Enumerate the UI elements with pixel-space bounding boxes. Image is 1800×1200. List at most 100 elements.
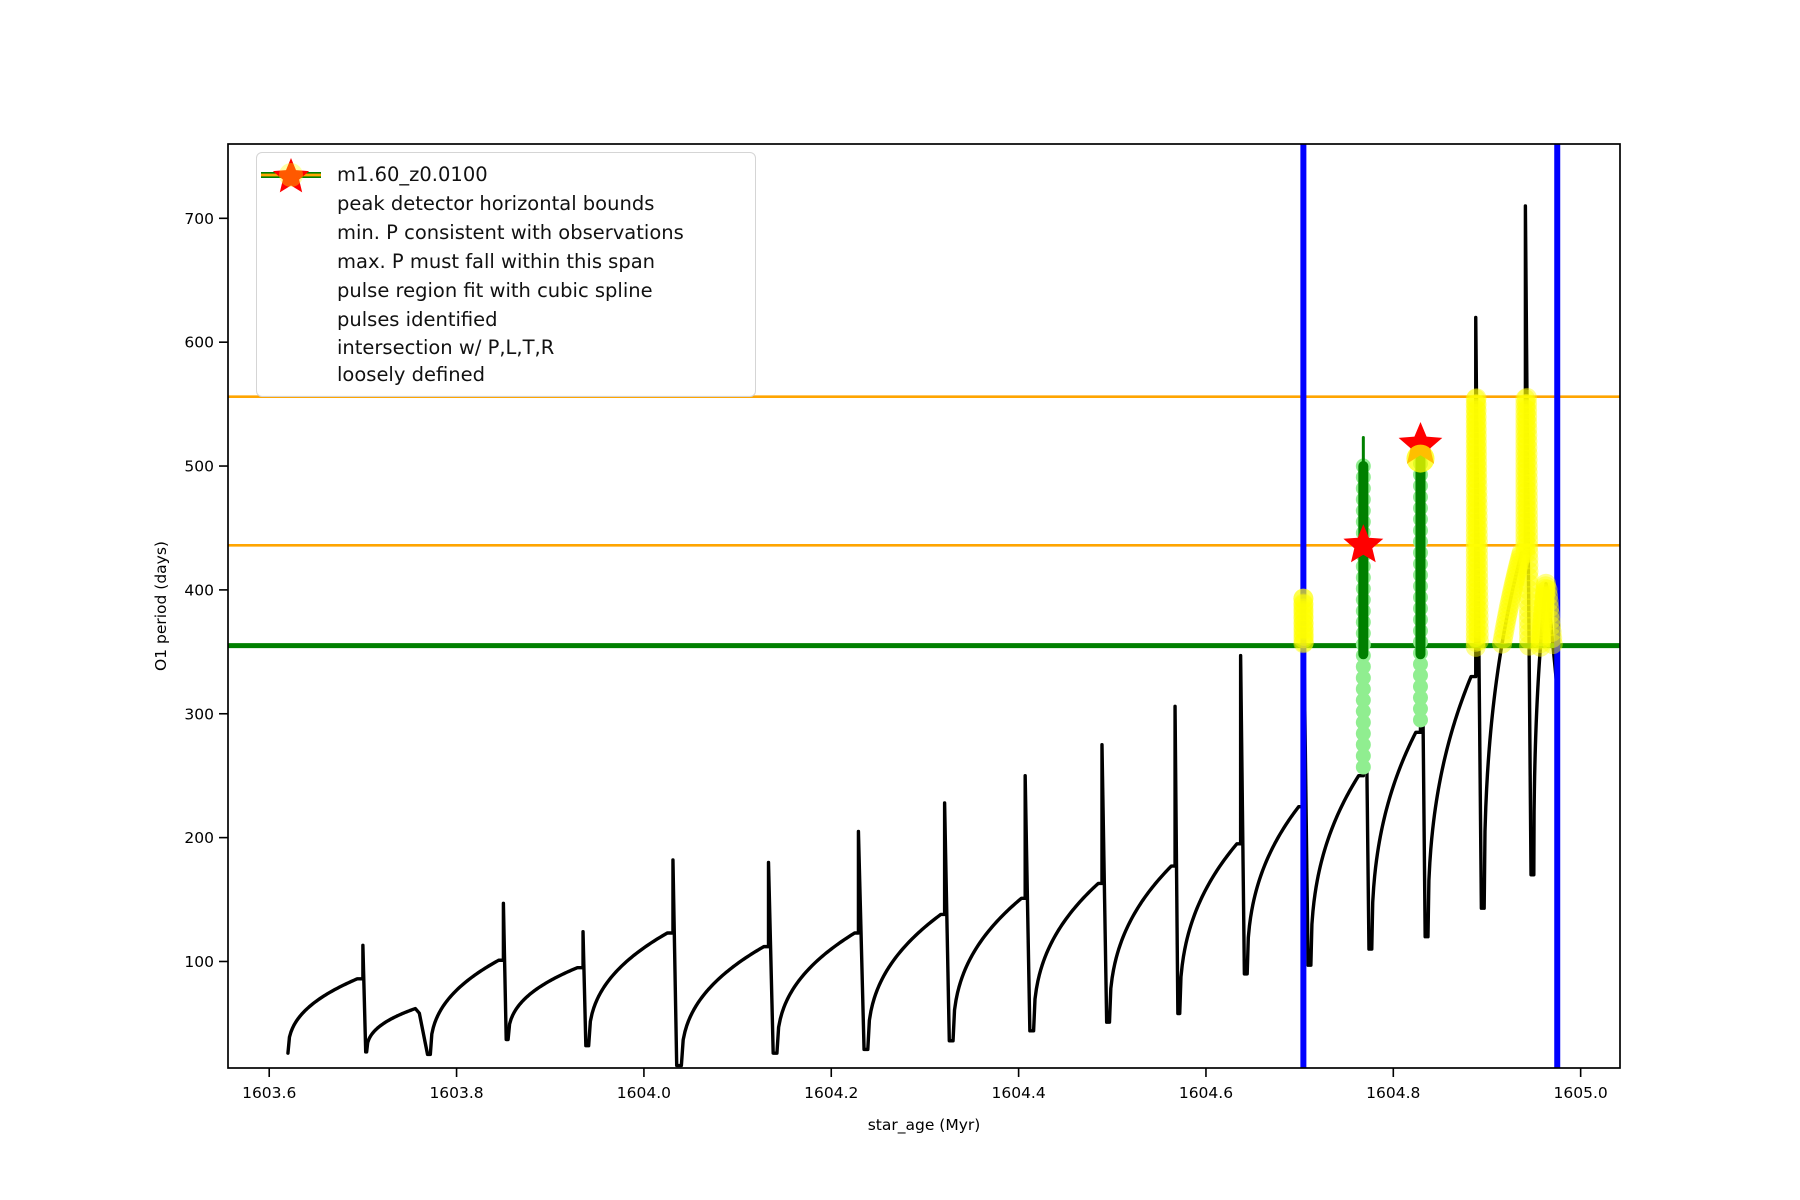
intersection-dot — [1515, 478, 1536, 499]
intersection-dot — [1515, 498, 1536, 519]
intersection-dot — [1465, 413, 1486, 434]
intersection-dot — [1500, 590, 1521, 611]
intersection-dot — [1515, 483, 1536, 504]
legend-item: intersection w/ P,L,T,R loosely defined — [269, 163, 745, 388]
intersection-dot — [1494, 619, 1515, 640]
intersection-dot — [1518, 536, 1539, 557]
intersection-dot — [1541, 622, 1562, 643]
intersection-dot — [1465, 552, 1486, 573]
intersection-dot — [1517, 449, 1538, 470]
pulse-region-dot — [1355, 748, 1371, 764]
intersection-dot — [1515, 493, 1536, 514]
intersection-dot — [1517, 456, 1538, 477]
intersection-dot — [1515, 468, 1536, 489]
intersection-dot — [1465, 473, 1486, 494]
intersection-dot — [1468, 593, 1489, 614]
intersection-dot — [1533, 595, 1554, 616]
intersection-dot — [1515, 433, 1536, 454]
pulse-region-dot — [1355, 659, 1371, 675]
intersection-dot — [1467, 506, 1488, 527]
intersection-dot — [1493, 624, 1514, 645]
intersection-dot — [1465, 399, 1486, 420]
legend-item-label: pulses identified — [337, 308, 498, 331]
intersection-dot — [1517, 474, 1538, 495]
x-tick-label: 1604.2 — [804, 1084, 858, 1102]
legend-item-label: max. P must fall within this span — [337, 250, 656, 273]
intersection-dot — [1468, 581, 1489, 602]
intersection-dot — [1515, 517, 1536, 538]
intersection-dot — [1518, 579, 1539, 600]
intersection-dot — [1502, 579, 1523, 600]
intersection-dot — [1467, 450, 1488, 471]
intersection-dot — [1515, 423, 1536, 444]
intersection-dot — [1501, 583, 1522, 604]
intersection-dot — [1467, 462, 1488, 483]
intersection-dot — [1519, 635, 1540, 656]
intersection-dot — [1515, 408, 1536, 429]
intersection-dot — [1530, 636, 1551, 657]
intersection-dot — [1465, 483, 1486, 504]
intersection-dot — [1465, 458, 1486, 479]
intersection-dot — [1293, 598, 1314, 619]
intersection-dot — [1293, 603, 1314, 624]
legend-item: peak detector horizontal bounds — [261, 172, 745, 218]
intersection-dot — [1293, 619, 1314, 640]
pulse-region-dot — [1355, 759, 1371, 775]
intersection-dot — [1465, 592, 1486, 613]
intersection-dot — [1465, 622, 1486, 643]
series-line-m1.60_z0.0100 — [286, 204, 1558, 1068]
intersection-dot — [1540, 609, 1561, 630]
intersection-dot — [1468, 549, 1489, 570]
intersection-dot — [1465, 537, 1486, 558]
intersection-dot — [1515, 488, 1536, 509]
intersection-dot — [1468, 605, 1489, 626]
intersection-dot — [1466, 438, 1487, 459]
intersection-dot — [1465, 493, 1486, 514]
intersection-dot — [1465, 428, 1486, 449]
intersection-dot — [1465, 617, 1486, 638]
x-tick-label: 1605.0 — [1554, 1084, 1608, 1102]
intersection-dot — [1518, 555, 1539, 576]
intersection-dot — [1518, 586, 1539, 607]
pulse-region-dot — [1355, 692, 1371, 708]
intersection-dot — [1468, 568, 1489, 589]
intersection-dot — [1496, 606, 1517, 627]
intersection-dot — [1518, 524, 1539, 545]
y-tick-label: 500 — [184, 458, 214, 476]
intersection-dot — [1496, 610, 1517, 631]
intersection-dot — [1468, 624, 1489, 645]
pulse-region-dot — [1355, 681, 1371, 697]
intersection-dot — [1518, 610, 1539, 631]
intersection-dot — [1465, 438, 1486, 459]
intersection-dot — [1515, 473, 1536, 494]
intersection-dot — [1510, 549, 1531, 570]
intersection-dot — [1465, 488, 1486, 509]
legend-item: max. P must fall within this span — [261, 173, 745, 276]
intersection-dot — [1515, 503, 1536, 524]
intersection-dot — [1532, 609, 1553, 630]
pulse-region-dot — [1412, 712, 1428, 728]
y-tick-label: 700 — [184, 210, 214, 228]
intersection-dot — [1468, 612, 1489, 633]
x-tick-label: 1604.0 — [617, 1084, 671, 1102]
intersection-dot — [1541, 615, 1562, 636]
intersection-dot — [1533, 600, 1554, 621]
intersection-dot — [1467, 475, 1488, 496]
intersection-dot — [1465, 572, 1486, 593]
x-tick-label: 1604.4 — [991, 1084, 1045, 1102]
pulse-region-dot — [1412, 679, 1428, 695]
intersection-dot — [1515, 399, 1536, 420]
intersection-dot — [1467, 469, 1488, 490]
intersection-dot — [1517, 425, 1538, 446]
intersection-dot — [1517, 412, 1538, 433]
intersection-dot — [1465, 542, 1486, 563]
intersection-dot — [1465, 423, 1486, 444]
intersection-dot — [1467, 531, 1488, 552]
intersection-dot — [1293, 623, 1314, 644]
legend-item: min. P consistent with observations — [261, 172, 745, 247]
intersection-dot — [1517, 505, 1538, 526]
intersection-dot — [1468, 574, 1489, 595]
intersection-dot — [1518, 604, 1539, 625]
intersection-dot — [1515, 522, 1536, 543]
